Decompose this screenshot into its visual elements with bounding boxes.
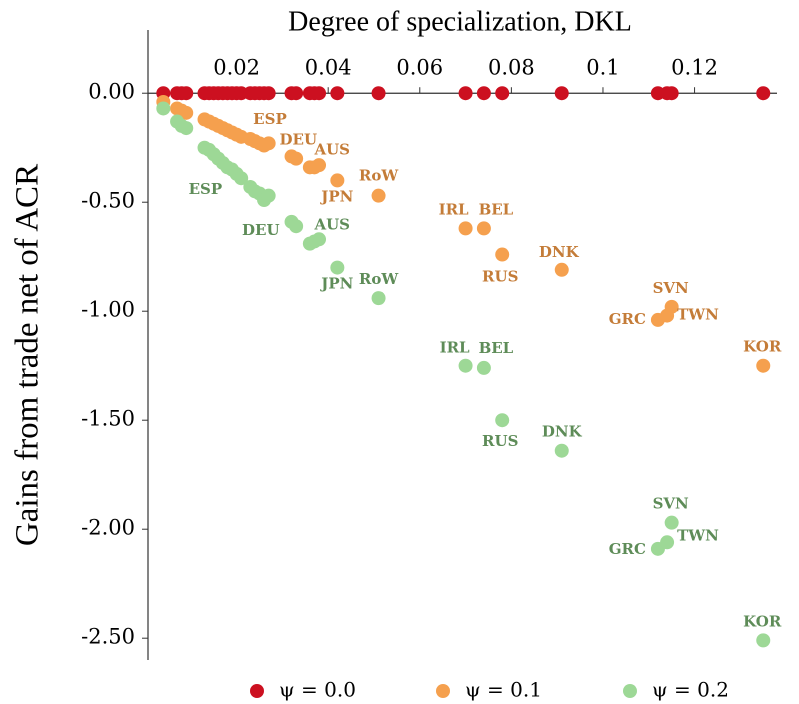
point-label: IRL xyxy=(439,200,469,218)
point xyxy=(476,221,491,236)
point-label: AUS xyxy=(313,140,350,158)
legend-marker xyxy=(250,684,264,698)
x-tick-label: 0.12 xyxy=(671,56,718,80)
x-tick-label: 0.08 xyxy=(488,56,535,80)
point xyxy=(179,121,194,136)
point xyxy=(330,260,345,275)
chart-title: Degree of specialization, DKL xyxy=(288,6,632,37)
point xyxy=(664,86,679,101)
y-tick-label: -2.50 xyxy=(81,625,135,649)
point xyxy=(289,151,304,166)
point xyxy=(289,86,304,101)
point xyxy=(495,413,510,428)
point xyxy=(458,221,473,236)
point-label: ESP xyxy=(253,110,287,128)
legend-label: ψ = 0.0 xyxy=(279,678,356,702)
y-tick-label: -1.00 xyxy=(81,298,135,322)
point-label: DNK xyxy=(542,423,583,441)
point-label: KOR xyxy=(743,338,782,356)
point xyxy=(495,247,510,262)
legend-label: ψ = 0.1 xyxy=(465,678,542,702)
y-axis-label: Gains from trade net of ACR xyxy=(10,164,46,546)
x-tick-label: 0.1 xyxy=(586,56,619,80)
x-tick-label: 0.02 xyxy=(213,56,260,80)
point xyxy=(261,86,276,101)
y-tick-label: -2.00 xyxy=(81,516,135,540)
point-label: JPN xyxy=(319,187,353,205)
point-label: DNK xyxy=(539,243,580,261)
point xyxy=(312,86,327,101)
y-tick-label: 0.00 xyxy=(88,80,135,104)
point xyxy=(179,86,194,101)
point-label: TWN xyxy=(677,306,719,324)
point xyxy=(660,535,675,550)
point-label: RoW xyxy=(359,167,399,185)
legend-label: ψ = 0.2 xyxy=(652,678,729,702)
point xyxy=(289,219,304,234)
point-label: DEU xyxy=(280,130,318,148)
point-label: GRC xyxy=(609,310,646,328)
point xyxy=(179,105,194,120)
point xyxy=(330,86,345,101)
y-tick-label: -1.50 xyxy=(81,407,135,431)
point-label: BEL xyxy=(479,200,514,218)
legend-marker xyxy=(623,684,637,698)
point-label: RUS xyxy=(482,268,518,286)
x-tick-label: 0.04 xyxy=(305,56,352,80)
point xyxy=(234,171,249,186)
point-label: SVN xyxy=(653,495,689,513)
point xyxy=(664,299,679,314)
point-label: AUS xyxy=(313,215,350,233)
point-label: RoW xyxy=(359,270,399,288)
x-tick-label: 0.06 xyxy=(396,56,443,80)
point xyxy=(330,173,345,188)
point-label: SVN xyxy=(653,279,689,297)
point xyxy=(756,358,771,373)
point xyxy=(476,360,491,375)
point xyxy=(312,158,327,173)
point xyxy=(261,136,276,151)
point xyxy=(371,188,386,203)
point xyxy=(476,86,491,101)
legend-marker xyxy=(436,684,450,698)
point-label: DEU xyxy=(242,221,280,239)
y-tick-label: -0.50 xyxy=(81,189,135,213)
point-label: GRC xyxy=(609,540,646,558)
point xyxy=(756,633,771,648)
point xyxy=(664,515,679,530)
point-label: BEL xyxy=(479,339,514,357)
point xyxy=(458,86,473,101)
point-label: RUS xyxy=(482,432,518,450)
point-label: TWN xyxy=(677,526,719,544)
point xyxy=(554,443,569,458)
point xyxy=(261,188,276,203)
point-label: JPN xyxy=(319,275,353,293)
point xyxy=(458,358,473,373)
point xyxy=(371,86,386,101)
point xyxy=(495,86,510,101)
point-label: KOR xyxy=(743,612,782,630)
point xyxy=(554,86,569,101)
point xyxy=(156,101,171,116)
point-label: IRL xyxy=(440,339,470,357)
point-label: ESP xyxy=(189,180,223,198)
point xyxy=(554,262,569,277)
point xyxy=(756,86,771,101)
point xyxy=(312,232,327,247)
point xyxy=(371,291,386,306)
